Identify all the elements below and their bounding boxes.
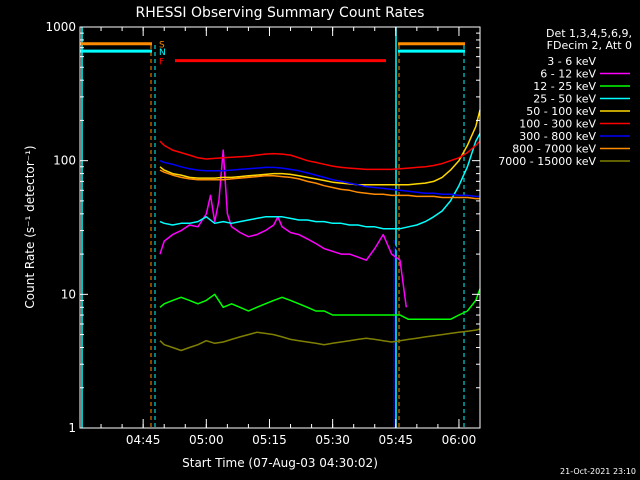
x-tick-label: 05:00	[189, 433, 224, 447]
x-axis-label: Start Time (07-Aug-03 04:30:02)	[182, 456, 378, 470]
legend: Det 1,3,4,5,6,9,FDecim 2, Att 0 3 - 6 keV…	[498, 27, 632, 168]
x-tick-label: 04:45	[126, 433, 161, 447]
flag-label-n: N	[159, 48, 166, 58]
legend-header: FDecim 2, Att 0	[547, 39, 632, 52]
series-line-4	[159, 133, 481, 230]
plot-area: SNF	[80, 27, 481, 428]
legend-header: Det 1,3,4,5,6,9,	[546, 27, 632, 40]
y-tick-label: 1	[68, 421, 76, 435]
legend-entry-label: 25 - 50 keV	[533, 93, 596, 106]
y-tick-label: 100	[53, 154, 76, 168]
legend-entry-label: 100 - 300 keV	[519, 118, 596, 131]
series-line-1	[159, 219, 408, 308]
y-axis-label: Count Rate (s⁻¹ detector⁻¹)	[23, 145, 37, 308]
series-line-6	[159, 140, 481, 171]
legend-entry-label: 3 - 6 keV	[547, 55, 596, 68]
flag-label-f: F	[159, 58, 164, 68]
x-tick-label: 05:15	[252, 433, 287, 447]
legend-entry-label: 50 - 100 keV	[526, 105, 596, 118]
series-line-9	[159, 328, 481, 352]
legend-entry-label: 12 - 25 keV	[533, 80, 596, 93]
legend-entry-label: 6 - 12 keV	[540, 68, 596, 81]
series-line-3	[159, 288, 481, 321]
plot-frame	[79, 26, 481, 429]
y-tick-label: 1000	[45, 20, 76, 34]
series-line-7	[159, 160, 480, 198]
x-tick-label: 05:30	[315, 433, 350, 447]
x-tick-label: 05:45	[378, 433, 413, 447]
x-tick-label: 06:00	[442, 433, 477, 447]
legend-entry-label: 800 - 7000 keV	[512, 143, 596, 156]
axes: 1 10 100 1000 04:45 05:00 05:15 05:30 05:45 06:00	[45, 20, 481, 447]
generated-timestamp: 21-Oct-2021 23:10	[560, 467, 636, 476]
y-tick-label: 10	[61, 287, 76, 301]
flag-label-s: S	[159, 41, 165, 51]
legend-entry-label: 300 - 800 keV	[519, 130, 596, 143]
series-line-5	[159, 109, 481, 186]
chart-title: RHESSI Observing Summary Count Rates	[136, 5, 425, 21]
legend-entry-label: 7000 - 15000 keV	[498, 155, 596, 168]
series-line-8	[159, 169, 480, 200]
